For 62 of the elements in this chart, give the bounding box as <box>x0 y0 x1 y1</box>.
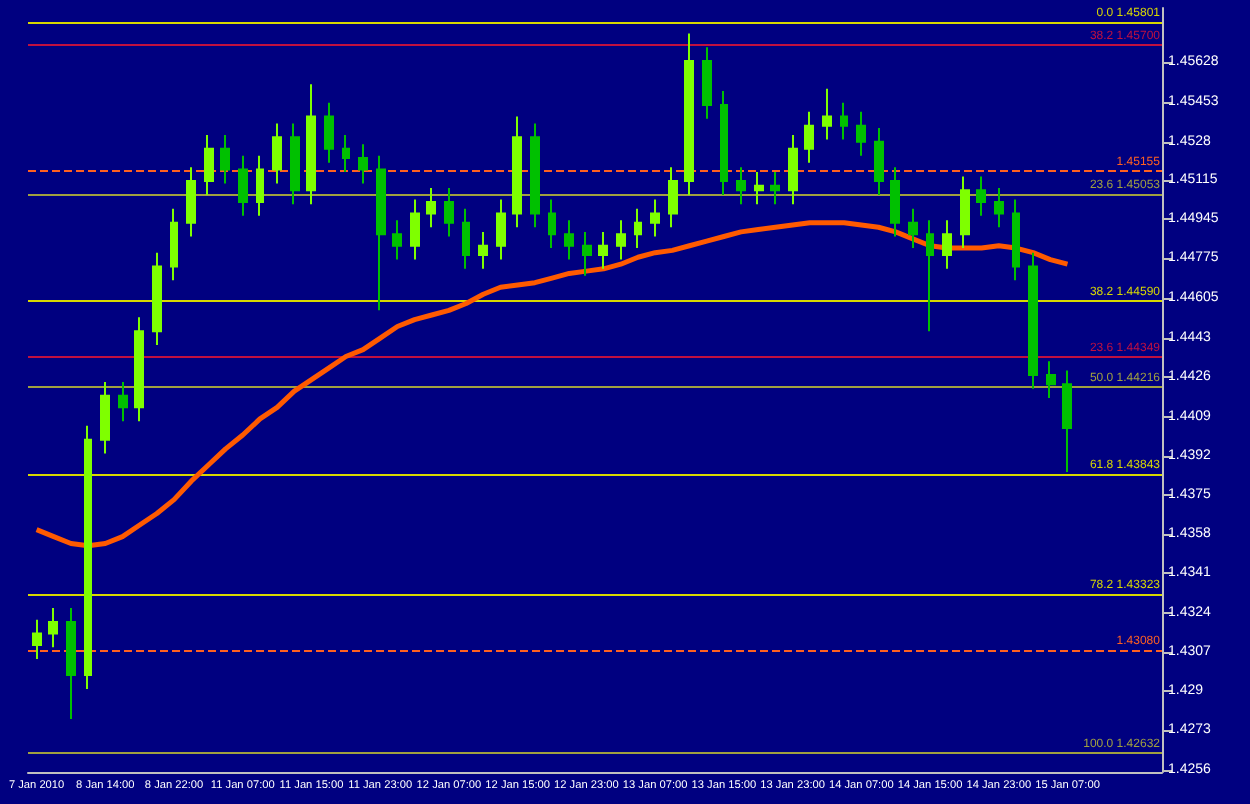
candlestick <box>788 133 798 206</box>
candlestick <box>754 170 764 206</box>
candlestick <box>118 380 128 423</box>
candlestick <box>942 219 952 270</box>
candlestick <box>220 133 230 185</box>
candlestick <box>186 166 196 238</box>
candlestick <box>170 207 178 282</box>
candlestick <box>410 198 420 261</box>
candlestick <box>48 607 58 649</box>
candlestick <box>720 90 728 196</box>
candlestick <box>444 187 454 238</box>
candlestick <box>582 230 592 277</box>
candlestick <box>616 219 626 261</box>
candlestick <box>152 251 162 346</box>
candlestick <box>684 32 694 196</box>
candlestick <box>804 110 814 164</box>
candlestick <box>462 207 470 270</box>
candlestick <box>564 219 574 261</box>
candlestick <box>634 207 642 250</box>
line-series <box>34 220 1070 549</box>
candlestick <box>926 219 934 333</box>
candlestick <box>736 166 746 206</box>
candlestick <box>496 198 506 261</box>
candlestick <box>392 219 402 261</box>
candlestick <box>874 127 884 196</box>
candlestick <box>66 607 76 720</box>
candlestick <box>324 101 334 164</box>
candlestick <box>840 101 848 141</box>
candlestick <box>204 133 214 196</box>
candlestick <box>1046 360 1056 400</box>
candlestick <box>976 175 986 217</box>
candlestick <box>856 110 866 157</box>
candlestick <box>290 122 300 206</box>
candlestick <box>770 170 780 206</box>
candlestick <box>548 198 556 250</box>
candlestick <box>100 380 110 455</box>
candlestick <box>530 122 540 229</box>
candlestick <box>668 166 678 229</box>
candlestick <box>908 207 918 250</box>
candlestick <box>1028 251 1038 390</box>
candlestick <box>822 87 832 141</box>
candlestick <box>306 83 316 206</box>
candlestick <box>1012 198 1020 282</box>
candlestick <box>358 143 368 185</box>
candlestick <box>134 316 144 423</box>
candlestick <box>342 133 350 173</box>
candlestick <box>994 187 1004 229</box>
candlestick <box>702 46 712 120</box>
candlestick <box>272 122 282 185</box>
candlestick <box>238 154 248 217</box>
candlestick <box>960 175 970 250</box>
candlestick <box>256 154 264 217</box>
candlestick <box>598 230 608 270</box>
candlestick <box>650 198 660 238</box>
candlestick <box>84 424 92 690</box>
candlestick <box>32 618 42 660</box>
candlestick <box>376 154 386 312</box>
candlestick <box>426 187 436 229</box>
candlestick <box>512 115 522 229</box>
candlestick <box>890 166 900 238</box>
candlestick <box>478 230 488 270</box>
candlestick <box>1062 369 1072 473</box>
